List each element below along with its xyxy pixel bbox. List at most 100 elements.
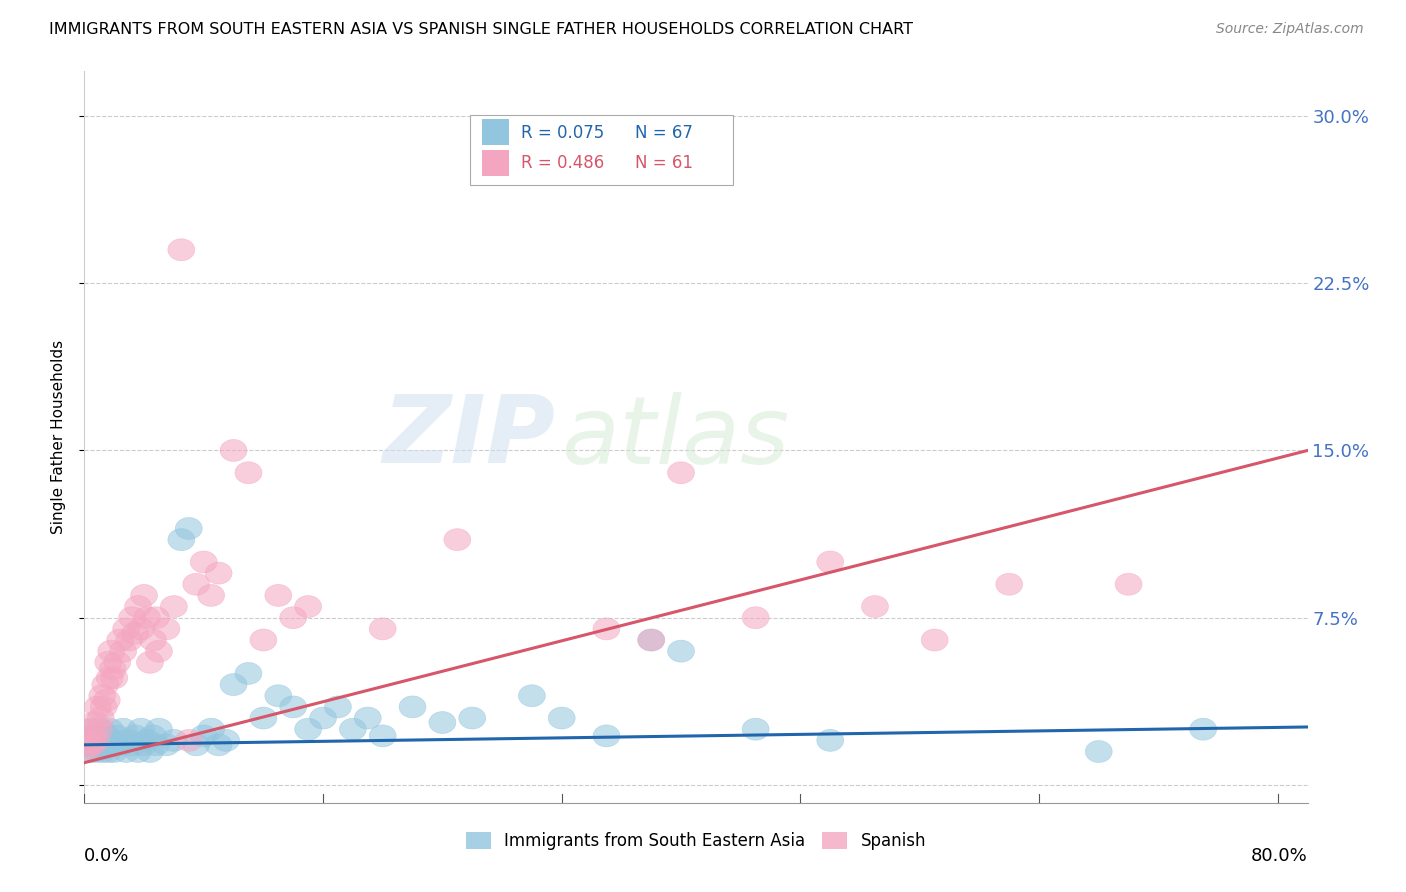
Ellipse shape (429, 712, 456, 733)
Ellipse shape (89, 740, 115, 763)
Ellipse shape (142, 607, 169, 629)
Ellipse shape (198, 718, 225, 740)
Ellipse shape (101, 667, 128, 689)
Ellipse shape (115, 730, 142, 751)
Ellipse shape (742, 718, 769, 740)
Ellipse shape (145, 718, 173, 740)
Text: N = 61: N = 61 (636, 153, 693, 172)
Ellipse shape (995, 574, 1022, 595)
Ellipse shape (519, 685, 546, 706)
Ellipse shape (107, 734, 134, 756)
Ellipse shape (862, 596, 889, 617)
Ellipse shape (86, 734, 112, 756)
Ellipse shape (593, 725, 620, 747)
Ellipse shape (89, 685, 115, 706)
Ellipse shape (118, 734, 146, 756)
Ellipse shape (112, 740, 139, 763)
Ellipse shape (280, 696, 307, 718)
Ellipse shape (399, 696, 426, 718)
Ellipse shape (593, 618, 620, 640)
Text: R = 0.075: R = 0.075 (522, 124, 605, 142)
Ellipse shape (98, 640, 125, 662)
Ellipse shape (112, 618, 139, 640)
Ellipse shape (221, 673, 247, 696)
Ellipse shape (77, 740, 104, 763)
Ellipse shape (134, 730, 160, 751)
Text: ZIP: ZIP (382, 391, 555, 483)
Ellipse shape (295, 718, 322, 740)
Ellipse shape (250, 629, 277, 651)
Ellipse shape (90, 730, 117, 751)
Text: atlas: atlas (561, 392, 790, 483)
Ellipse shape (1189, 718, 1216, 740)
Ellipse shape (1115, 574, 1142, 595)
Ellipse shape (235, 462, 262, 483)
Ellipse shape (142, 734, 169, 756)
Ellipse shape (638, 629, 665, 651)
Ellipse shape (280, 607, 307, 629)
Ellipse shape (212, 730, 239, 751)
Ellipse shape (817, 551, 844, 573)
Ellipse shape (96, 667, 124, 689)
Ellipse shape (101, 740, 128, 763)
Ellipse shape (444, 529, 471, 550)
Ellipse shape (458, 707, 485, 729)
Ellipse shape (76, 725, 103, 747)
Ellipse shape (548, 707, 575, 729)
Text: R = 0.486: R = 0.486 (522, 153, 605, 172)
Ellipse shape (87, 718, 114, 740)
Ellipse shape (309, 707, 336, 729)
Ellipse shape (264, 584, 291, 607)
Ellipse shape (110, 640, 136, 662)
Ellipse shape (198, 584, 225, 607)
Ellipse shape (519, 116, 546, 138)
Ellipse shape (80, 734, 107, 756)
Ellipse shape (80, 725, 107, 747)
Ellipse shape (94, 740, 122, 763)
Ellipse shape (139, 725, 166, 747)
Ellipse shape (77, 718, 104, 740)
Ellipse shape (183, 574, 209, 595)
Ellipse shape (79, 734, 105, 756)
Ellipse shape (115, 629, 142, 651)
Ellipse shape (76, 734, 103, 756)
Text: IMMIGRANTS FROM SOUTH EASTERN ASIA VS SPANISH SINGLE FATHER HOUSEHOLDS CORRELATI: IMMIGRANTS FROM SOUTH EASTERN ASIA VS SP… (49, 22, 914, 37)
Ellipse shape (107, 629, 134, 651)
Ellipse shape (136, 740, 163, 763)
Text: Source: ZipAtlas.com: Source: ZipAtlas.com (1216, 22, 1364, 37)
Ellipse shape (90, 696, 117, 718)
Ellipse shape (370, 725, 396, 747)
Ellipse shape (91, 673, 118, 696)
Ellipse shape (742, 607, 769, 629)
FancyBboxPatch shape (470, 115, 733, 185)
Ellipse shape (125, 596, 152, 617)
Ellipse shape (153, 734, 180, 756)
Ellipse shape (325, 696, 352, 718)
Ellipse shape (84, 725, 111, 747)
Ellipse shape (921, 629, 948, 651)
Ellipse shape (167, 239, 195, 260)
Ellipse shape (72, 740, 100, 763)
Ellipse shape (110, 718, 136, 740)
Ellipse shape (82, 730, 108, 751)
Ellipse shape (370, 618, 396, 640)
FancyBboxPatch shape (482, 150, 509, 176)
Ellipse shape (145, 640, 173, 662)
Ellipse shape (122, 725, 149, 747)
Ellipse shape (167, 529, 195, 550)
Ellipse shape (93, 690, 120, 711)
Ellipse shape (84, 696, 111, 718)
Ellipse shape (139, 629, 166, 651)
Ellipse shape (176, 730, 202, 751)
Ellipse shape (125, 740, 152, 763)
Ellipse shape (100, 658, 127, 680)
Ellipse shape (190, 551, 217, 573)
Text: N = 67: N = 67 (636, 124, 693, 142)
Ellipse shape (205, 734, 232, 756)
Ellipse shape (235, 663, 262, 684)
Ellipse shape (131, 734, 157, 756)
Ellipse shape (250, 707, 277, 729)
Ellipse shape (118, 607, 146, 629)
FancyBboxPatch shape (482, 120, 509, 145)
Ellipse shape (136, 651, 163, 673)
